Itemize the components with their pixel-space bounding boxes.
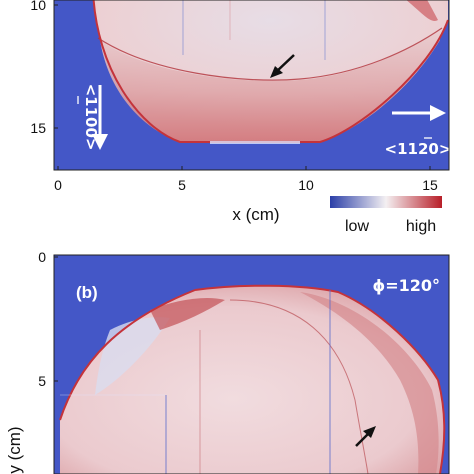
- panel-a: <1100> <1120> 10 15 0 5 10 15 x (cm): [30, 0, 451, 224]
- panel-b-y-axis-title: y (cm): [5, 426, 24, 473]
- panel-b: (b) ϕ=120° 0 5 y (cm): [5, 249, 450, 474]
- panel-b-right-band: [300, 292, 439, 474]
- panel-a-y-tick-label: 15: [30, 120, 46, 136]
- panel-b-y-tick-label: 0: [38, 249, 46, 265]
- panel-a-x-tick-label: 15: [422, 177, 438, 193]
- panel-a-shading: [406, 0, 438, 21]
- panel-a-x-tick-label: 0: [54, 177, 62, 193]
- colorbar-low-label: low: [345, 218, 369, 235]
- panel-a-x-tick-label: 5: [178, 177, 186, 193]
- direction-label-horizontal: <1120>: [385, 140, 452, 158]
- panel-b-letter: (b): [76, 283, 98, 302]
- panel-b-phi-label: ϕ=120°: [372, 276, 440, 295]
- panel-b-red-streak: [150, 298, 225, 330]
- panel-a-x-tick-label: 10: [298, 177, 314, 193]
- vertical-direction-arrow-icon: [92, 85, 108, 150]
- colorbar: low high: [330, 196, 442, 235]
- colorbar-gradient: [330, 196, 442, 208]
- panel-a-black-arrow-icon: [270, 54, 295, 78]
- panel-a-rim-band: [100, 30, 440, 142]
- panel-a-x-axis-title: x (cm): [232, 205, 279, 224]
- panel-b-y-tick-label: 5: [38, 373, 46, 389]
- panel-b-outer-rim: [194, 284, 446, 474]
- panel-a-y-tick-label: 10: [30, 0, 46, 13]
- horizontal-direction-arrow-icon: [392, 105, 446, 121]
- colorbar-high-label: high: [406, 218, 436, 235]
- direction-label-vertical: <1100>: [82, 84, 100, 151]
- panel-a-inner-boundary: [97, 27, 443, 81]
- panel-b-black-arrow-icon: [355, 426, 376, 447]
